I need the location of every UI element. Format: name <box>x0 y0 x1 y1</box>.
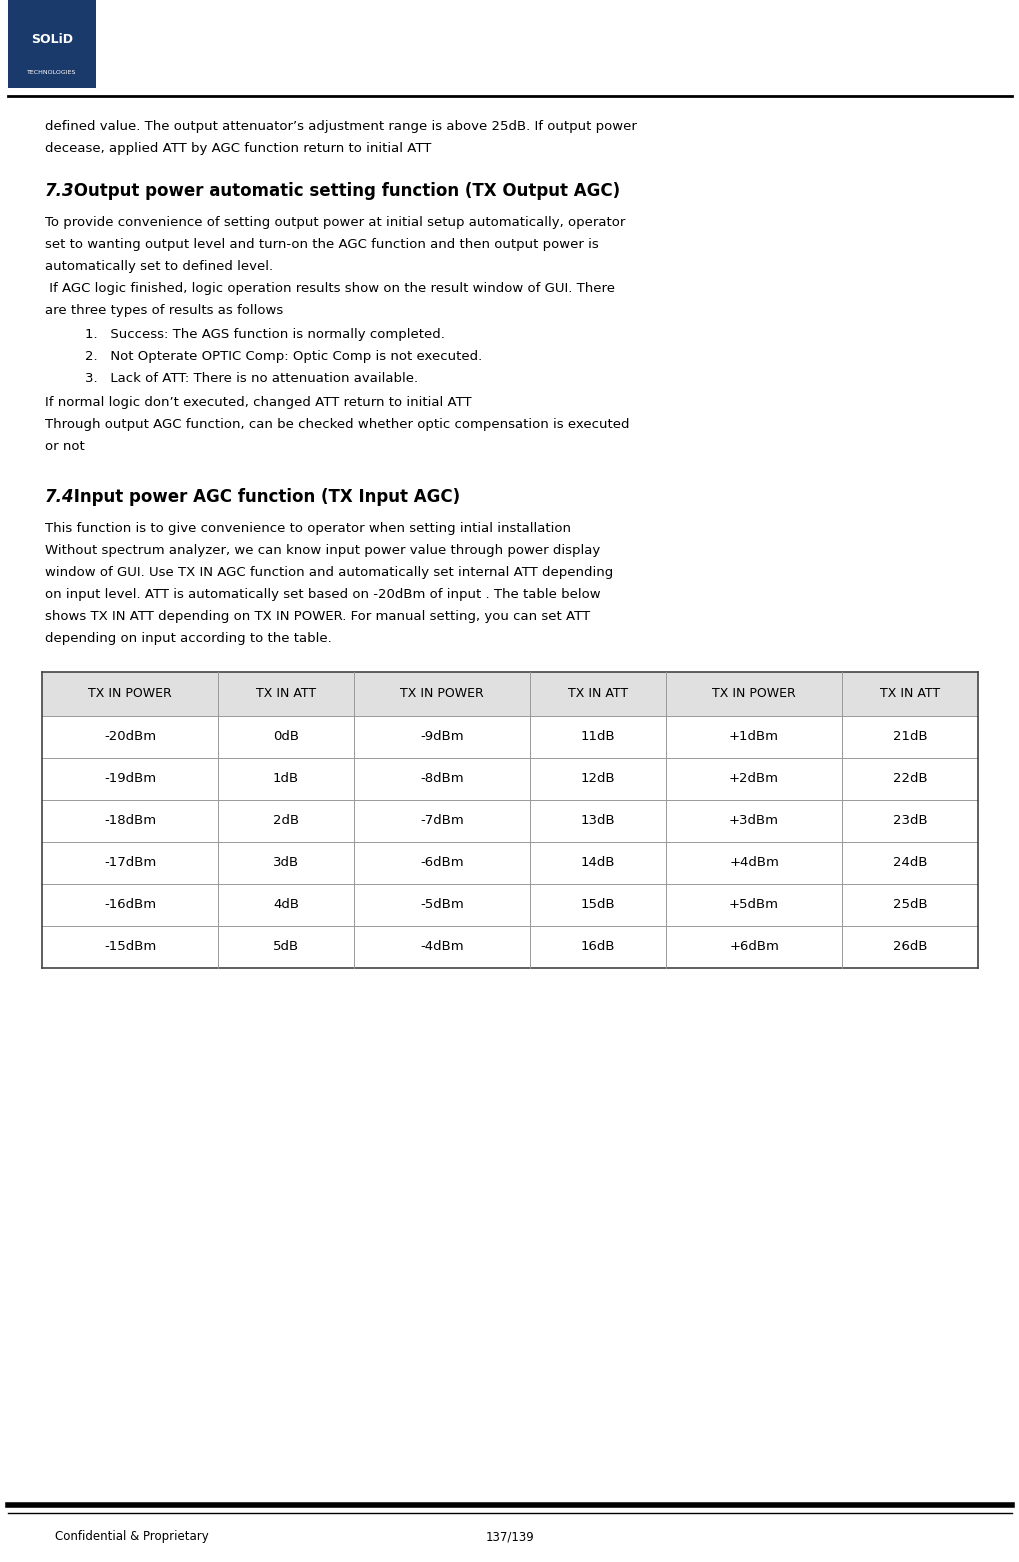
FancyBboxPatch shape <box>42 672 977 715</box>
Text: +6dBm: +6dBm <box>729 940 779 953</box>
Text: TX IN POWER: TX IN POWER <box>399 687 483 700</box>
Text: +1dBm: +1dBm <box>729 731 779 744</box>
Text: -9dBm: -9dBm <box>420 731 464 744</box>
Text: depending on input according to the table.: depending on input according to the tabl… <box>45 633 331 645</box>
Text: This function is to give convenience to operator when setting intial installatio: This function is to give convenience to … <box>45 522 571 536</box>
Text: Input power AGC function (TX Input AGC): Input power AGC function (TX Input AGC) <box>68 487 460 506</box>
Text: TX IN ATT: TX IN ATT <box>256 687 316 700</box>
Text: 22dB: 22dB <box>892 773 926 786</box>
Text: -6dBm: -6dBm <box>420 856 464 870</box>
Text: 2dB: 2dB <box>273 814 299 828</box>
Text: TECHNOLOGIES: TECHNOLOGIES <box>28 70 76 75</box>
Text: -19dBm: -19dBm <box>104 773 156 786</box>
Text: 7.4: 7.4 <box>45 487 74 506</box>
Text: Output power automatic setting function (TX Output AGC): Output power automatic setting function … <box>68 183 620 200</box>
Text: 12dB: 12dB <box>580 773 614 786</box>
Text: -20dBm: -20dBm <box>104 731 156 744</box>
Text: window of GUI. Use TX IN AGC function and automatically set internal ATT dependi: window of GUI. Use TX IN AGC function an… <box>45 565 612 580</box>
Text: 7.3: 7.3 <box>45 183 74 200</box>
Text: -18dBm: -18dBm <box>104 814 156 828</box>
Text: 5dB: 5dB <box>273 940 299 953</box>
Text: If AGC logic finished, logic operation results show on the result window of GUI.: If AGC logic finished, logic operation r… <box>45 283 614 295</box>
Text: -5dBm: -5dBm <box>420 898 464 912</box>
Text: 137/139: 137/139 <box>485 1531 534 1543</box>
Text: +2dBm: +2dBm <box>729 773 779 786</box>
Text: SOLiD: SOLiD <box>31 33 73 47</box>
Text: +4dBm: +4dBm <box>729 856 779 870</box>
Text: -7dBm: -7dBm <box>420 814 464 828</box>
Text: -16dBm: -16dBm <box>104 898 156 912</box>
Text: TX IN ATT: TX IN ATT <box>879 687 940 700</box>
Text: -8dBm: -8dBm <box>420 773 464 786</box>
Text: TX IN ATT: TX IN ATT <box>568 687 628 700</box>
Text: 11dB: 11dB <box>580 731 614 744</box>
Text: 2.   Not Opterate OPTIC Comp: Optic Comp is not executed.: 2. Not Opterate OPTIC Comp: Optic Comp i… <box>85 350 482 362</box>
Text: 24dB: 24dB <box>892 856 926 870</box>
Text: or not: or not <box>45 440 85 453</box>
Text: 3.   Lack of ATT: There is no attenuation available.: 3. Lack of ATT: There is no attenuation … <box>85 372 418 384</box>
Text: 16dB: 16dB <box>580 940 614 953</box>
Text: 0dB: 0dB <box>273 731 299 744</box>
Text: shows TX IN ATT depending on TX IN POWER. For manual setting, you can set ATT: shows TX IN ATT depending on TX IN POWER… <box>45 611 590 623</box>
Text: TX IN POWER: TX IN POWER <box>711 687 795 700</box>
Text: -4dBm: -4dBm <box>420 940 464 953</box>
Text: -17dBm: -17dBm <box>104 856 156 870</box>
Text: decease, applied ATT by AGC function return to initial ATT: decease, applied ATT by AGC function ret… <box>45 142 431 155</box>
Text: automatically set to defined level.: automatically set to defined level. <box>45 259 273 273</box>
Text: set to wanting output level and turn-on the AGC function and then output power i: set to wanting output level and turn-on … <box>45 237 598 251</box>
Text: on input level. ATT is automatically set based on -20dBm of input . The table be: on input level. ATT is automatically set… <box>45 587 600 601</box>
Text: 14dB: 14dB <box>580 856 614 870</box>
Text: are three types of results as follows: are three types of results as follows <box>45 305 283 317</box>
Text: -15dBm: -15dBm <box>104 940 156 953</box>
Text: 21dB: 21dB <box>892 731 926 744</box>
Text: Through output AGC function, can be checked whether optic compensation is execut: Through output AGC function, can be chec… <box>45 419 629 431</box>
Text: 1dB: 1dB <box>273 773 299 786</box>
Text: To provide convenience of setting output power at initial setup automatically, o: To provide convenience of setting output… <box>45 216 625 230</box>
Text: defined value. The output attenuator’s adjustment range is above 25dB. If output: defined value. The output attenuator’s a… <box>45 120 636 133</box>
Text: Without spectrum analyzer, we can know input power value through power display: Without spectrum analyzer, we can know i… <box>45 544 599 558</box>
Text: 25dB: 25dB <box>892 898 926 912</box>
Text: Confidential & Proprietary: Confidential & Proprietary <box>55 1531 209 1543</box>
FancyBboxPatch shape <box>8 0 96 87</box>
Text: +5dBm: +5dBm <box>729 898 779 912</box>
Text: 15dB: 15dB <box>580 898 614 912</box>
Text: TX IN POWER: TX IN POWER <box>88 687 172 700</box>
Text: +3dBm: +3dBm <box>729 814 779 828</box>
Text: 3dB: 3dB <box>273 856 299 870</box>
Text: 23dB: 23dB <box>892 814 926 828</box>
Text: 4dB: 4dB <box>273 898 299 912</box>
Text: 1.   Success: The AGS function is normally completed.: 1. Success: The AGS function is normally… <box>85 328 444 341</box>
Text: If normal logic don’t executed, changed ATT return to initial ATT: If normal logic don’t executed, changed … <box>45 397 471 409</box>
Text: 26dB: 26dB <box>892 940 926 953</box>
Text: 13dB: 13dB <box>580 814 614 828</box>
